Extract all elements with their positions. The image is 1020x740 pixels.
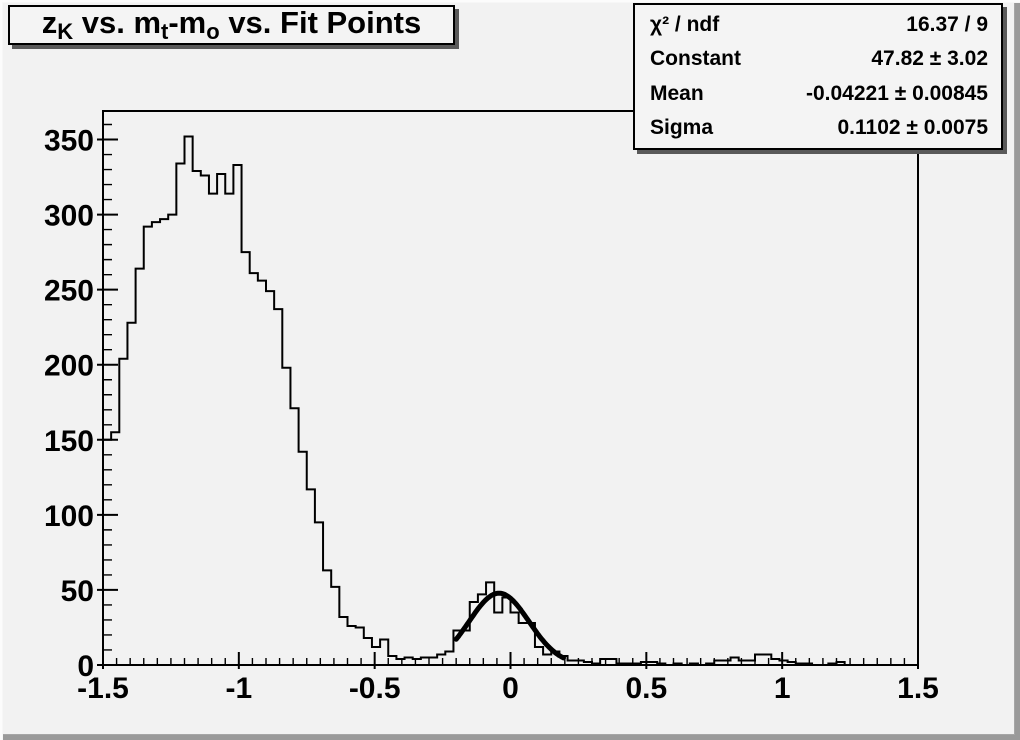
x-tick-label: -1.5 [77,672,129,705]
histogram-path [103,135,918,666]
stats-value-constant: 47.82 ± 3.02 [871,47,988,71]
y-tick-label: 300 [44,200,94,233]
y-axis-minor-ticks [103,123,112,651]
stats-row-mean: Mean -0.04221 ± 0.00845 [635,77,1001,111]
stats-value-chi2: 16.37 / 9 [906,13,988,37]
x-tick-label: -1 [225,672,252,705]
fit-curve [453,590,566,661]
x-tick-label: 0.5 [625,672,667,705]
y-tick-label: 0 [77,650,94,683]
title-subscript: t [161,19,169,44]
y-tick-label: 100 [44,500,94,533]
title-box[interactable]: zK vs. mt-mo vs. Fit Points [8,5,455,45]
y-tick-label: 350 [44,125,94,158]
stats-row-sigma: Sigma 0.1102 ± 0.0075 [635,111,1001,145]
stats-row-chi2: χ² / ndf 16.37 / 9 [635,8,1001,42]
y-tick-label: 50 [61,575,94,608]
stats-label-chi2: χ² / ndf [650,13,720,37]
y-tick-label: 150 [44,425,94,458]
y-tick-label: 200 [44,350,94,383]
page-title: zK vs. mt-mo vs. Fit Points [41,5,422,44]
stats-label-constant: Constant [650,47,741,71]
stats-label-mean: Mean [650,81,704,105]
x-axis-major-ticks [102,652,919,669]
stats-value-sigma: 0.1102 ± 0.0075 [837,115,989,139]
y-tick-label: 250 [44,275,94,308]
stats-row-constant: Constant 47.82 ± 3.02 [635,42,1001,76]
x-tick-label: 1 [774,672,791,705]
y-axis-major-ticks [97,138,118,666]
stats-value-mean: -0.04221 ± 0.00845 [805,81,988,105]
x-tick-label: 0 [502,672,519,705]
stats-box[interactable]: χ² / ndf 16.37 / 9 Constant 47.82 ± 3.02… [633,3,1003,150]
x-tick-label: 1.5 [897,672,939,705]
stats-label-sigma: Sigma [650,115,714,139]
title-subscript: K [57,19,74,44]
title-subscript: o [206,19,220,44]
x-tick-label: -0.5 [349,672,401,705]
